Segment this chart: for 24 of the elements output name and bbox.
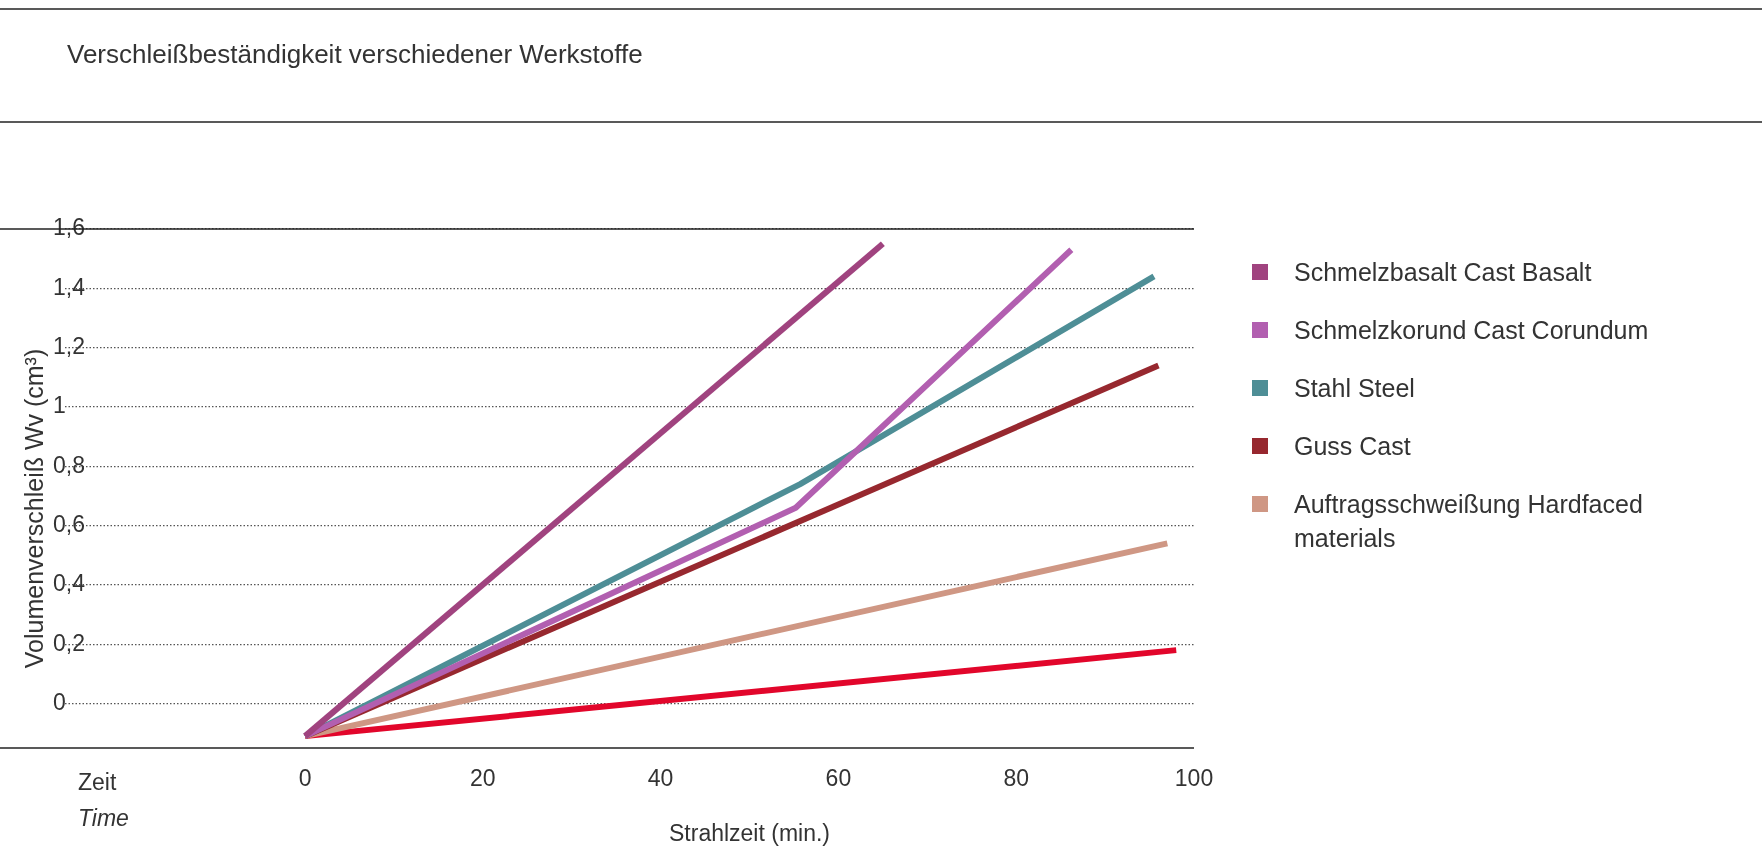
x-tick-label: 0 [298, 765, 312, 792]
y-tick-label: 0 [53, 688, 66, 715]
y-tick-label: 1 [53, 392, 66, 419]
x-tick-label: 60 [825, 765, 852, 792]
legend-label: Auftragsschweißung Hardfaced materials [1294, 489, 1644, 554]
x-axis-title: Strahlzeit (min.) [668, 820, 831, 847]
legend-label: Stahl Steel [1294, 373, 1415, 404]
y-tick-label: 1,2 [53, 332, 85, 359]
chart-title: Verschleißbeständigkeit verschiedener Werkstoffe [67, 39, 643, 70]
x-tick-label: 40 [647, 765, 674, 792]
y-tick-label: 0,4 [53, 570, 86, 597]
text: Zeit [78, 769, 117, 796]
y-axis-title: Volumenverschleiß Wv (cm³) [19, 348, 48, 669]
legend-label: Schmelzbasalt Cast Basalt [1294, 257, 1592, 288]
y-tick-label: 0,2 [53, 629, 85, 656]
x-tick-label: 100 [1174, 765, 1214, 792]
y-tick-label: 1,4 [53, 273, 86, 300]
x-tick-label: 20 [470, 765, 496, 792]
y-tick-label: 0,8 [53, 451, 85, 478]
text: Time [78, 805, 129, 832]
x-tick-label: 80 [1003, 765, 1029, 792]
y-tick-label: 0,6 [53, 510, 85, 537]
legend-label: Guss Cast [1294, 431, 1411, 462]
legend-label: Schmelzkorund Cast Corundum [1294, 315, 1649, 346]
